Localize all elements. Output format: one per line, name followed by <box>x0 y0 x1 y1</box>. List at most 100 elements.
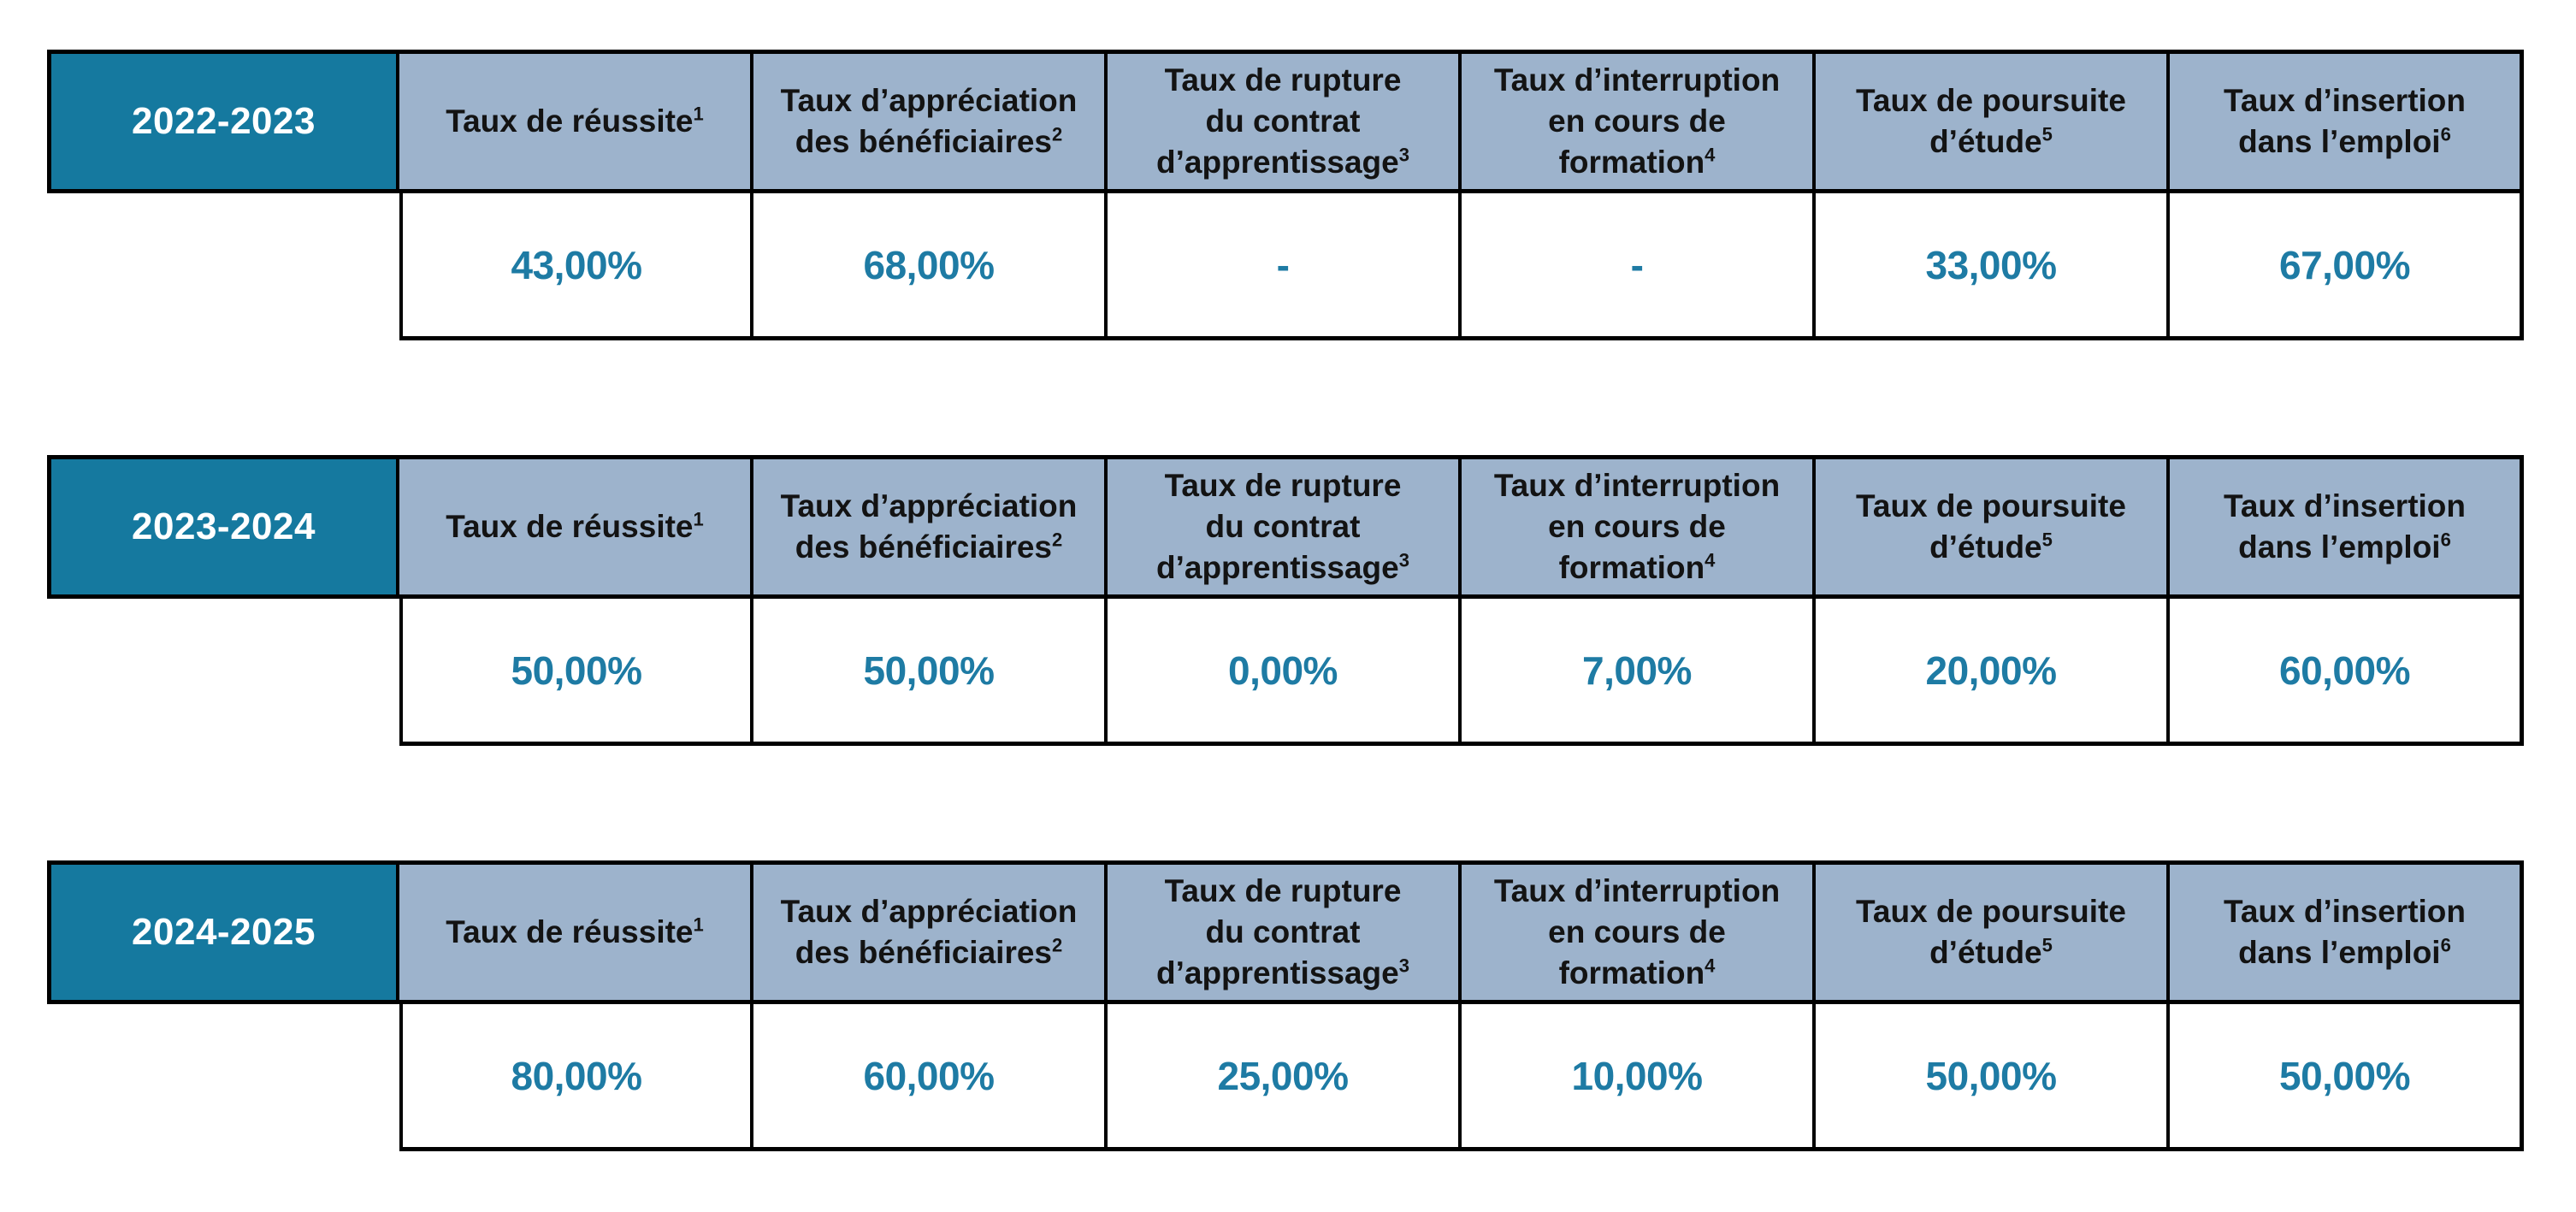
footnote-marker: 4 <box>1705 549 1716 571</box>
value-cell-taux-de-reussite: 50,00% <box>399 599 753 746</box>
header-cell-taux-dinterruption: Taux d’interruption en cours de formatio… <box>1462 860 1816 1004</box>
footnote-marker: 5 <box>2041 123 2053 145</box>
header-label: Taux d’interruption en cours de formatio… <box>1493 467 1781 586</box>
header-label: Taux de poursuite d’étude5 <box>1856 82 2126 159</box>
header-cell-taux-dappreciation: Taux d’appréciation des bénéficiaires2 <box>753 50 1108 193</box>
value-label: 25,00% <box>1217 1053 1349 1098</box>
header-cell-taux-dinsertion: Taux d’insertion dans l’emploi6 <box>2170 50 2524 193</box>
value-label: 10,00% <box>1571 1053 1703 1098</box>
header-cell-taux-dinterruption: Taux d’interruption en cours de formatio… <box>1462 50 1816 193</box>
value-cell-taux-dinterruption: 7,00% <box>1462 599 1816 746</box>
value-cell-taux-de-reussite: 80,00% <box>399 1004 753 1151</box>
footnote-marker: 1 <box>693 913 704 936</box>
year-label: 2022-2023 <box>132 100 316 142</box>
header-cell-taux-dappreciation: Taux d’appréciation des bénéficiaires2 <box>753 860 1108 1004</box>
header-cell-taux-dinsertion: Taux d’insertion dans l’emploi6 <box>2170 455 2524 599</box>
row-spacer <box>47 193 399 340</box>
row-spacer <box>47 599 399 746</box>
header-label: Taux de rupture du contrat d’apprentissa… <box>1155 467 1409 586</box>
value-cell-taux-de-reussite: 43,00% <box>399 193 753 340</box>
header-cell-taux-de-poursuite: Taux de poursuite d’étude5 <box>1816 50 2170 193</box>
value-cell-taux-dinterruption: - <box>1462 193 1816 340</box>
footnote-marker: 6 <box>2440 529 2451 551</box>
header-label: Taux de réussite1 <box>446 103 704 139</box>
value-cell-taux-de-poursuite: 33,00% <box>1816 193 2170 340</box>
header-label: Taux d’insertion dans l’emploi6 <box>2223 893 2466 970</box>
value-cell-taux-dinsertion: 50,00% <box>2170 1004 2524 1151</box>
header-cell-taux-de-rupture: Taux de rupture du contrat d’apprentissa… <box>1108 50 1462 193</box>
footnote-marker: 2 <box>1052 123 1063 145</box>
header-cell-taux-de-reussite: Taux de réussite1 <box>399 860 753 1004</box>
value-label: 50,00% <box>1925 1053 2057 1098</box>
value-label: 7,00% <box>1582 647 1692 693</box>
value-cell-taux-dappreciation: 68,00% <box>753 193 1108 340</box>
year-cell: 2024-2025 <box>47 860 399 1004</box>
footnote-marker: 1 <box>693 508 704 530</box>
value-cell-taux-dinsertion: 67,00% <box>2170 193 2524 340</box>
header-cell-taux-dinsertion: Taux d’insertion dans l’emploi6 <box>2170 860 2524 1004</box>
footnote-marker: 4 <box>1705 955 1716 977</box>
year-label: 2024-2025 <box>132 911 316 953</box>
header-label: Taux de rupture du contrat d’apprentissa… <box>1155 62 1409 180</box>
footnote-marker: 5 <box>2041 529 2053 551</box>
footnote-marker: 3 <box>1398 549 1409 571</box>
year-label: 2023-2024 <box>132 505 316 547</box>
value-label: 60,00% <box>2278 647 2411 693</box>
table-2023-2024: 2023-2024 Taux de réussite1 Taux d’appré… <box>47 455 2524 746</box>
value-cell-taux-de-rupture: 0,00% <box>1108 599 1462 746</box>
header-label: Taux de poursuite d’étude5 <box>1856 488 2126 565</box>
value-cell-taux-de-poursuite: 50,00% <box>1816 1004 2170 1151</box>
header-label: Taux d’insertion dans l’emploi6 <box>2223 488 2466 565</box>
header-cell-taux-de-rupture: Taux de rupture du contrat d’apprentissa… <box>1108 860 1462 1004</box>
header-cell-taux-dappreciation: Taux d’appréciation des bénéficiaires2 <box>753 455 1108 599</box>
value-cell-taux-de-rupture: - <box>1108 193 1462 340</box>
row-spacer <box>47 1004 399 1151</box>
header-cell-taux-de-reussite: Taux de réussite1 <box>399 50 753 193</box>
value-label: 50,00% <box>863 647 995 693</box>
value-label: - <box>1630 242 1644 287</box>
footnote-marker: 4 <box>1705 144 1716 166</box>
footnote-marker: 3 <box>1398 144 1409 166</box>
header-label: Taux d’appréciation des bénéficiaires2 <box>780 82 1078 159</box>
value-label: 60,00% <box>863 1053 995 1098</box>
value-cell-taux-de-rupture: 25,00% <box>1108 1004 1462 1151</box>
footnote-marker: 1 <box>693 103 704 125</box>
header-cell-taux-de-reussite: Taux de réussite1 <box>399 455 753 599</box>
header-cell-taux-de-poursuite: Taux de poursuite d’étude5 <box>1816 860 2170 1004</box>
footnote-marker: 6 <box>2440 123 2451 145</box>
value-cell-taux-dinterruption: 10,00% <box>1462 1004 1816 1151</box>
indicator-tables-page: 2022-2023 Taux de réussite1 Taux d’appré… <box>47 50 2524 1151</box>
year-cell: 2022-2023 <box>47 50 399 193</box>
header-cell-taux-dinterruption: Taux d’interruption en cours de formatio… <box>1462 455 1816 599</box>
header-label: Taux d’appréciation des bénéficiaires2 <box>780 893 1078 970</box>
value-cell-taux-dappreciation: 60,00% <box>753 1004 1108 1151</box>
header-cell-taux-de-rupture: Taux de rupture du contrat d’apprentissa… <box>1108 455 1462 599</box>
value-label: 67,00% <box>2278 242 2411 287</box>
footnote-marker: 2 <box>1052 934 1063 956</box>
value-label: 68,00% <box>863 242 995 287</box>
header-label: Taux de réussite1 <box>446 508 704 544</box>
table-2024-2025: 2024-2025 Taux de réussite1 Taux d’appré… <box>47 860 2524 1151</box>
footnote-marker: 2 <box>1052 529 1063 551</box>
year-cell: 2023-2024 <box>47 455 399 599</box>
header-label: Taux de poursuite d’étude5 <box>1856 893 2126 970</box>
header-cell-taux-de-poursuite: Taux de poursuite d’étude5 <box>1816 455 2170 599</box>
value-label: 50,00% <box>2278 1053 2411 1098</box>
header-label: Taux d’interruption en cours de formatio… <box>1493 62 1781 180</box>
table-2022-2023: 2022-2023 Taux de réussite1 Taux d’appré… <box>47 50 2524 340</box>
value-cell-taux-dappreciation: 50,00% <box>753 599 1108 746</box>
header-label: Taux d’interruption en cours de formatio… <box>1493 872 1781 991</box>
value-label: 50,00% <box>511 647 642 693</box>
header-label: Taux de réussite1 <box>446 913 704 949</box>
value-label: 33,00% <box>1925 242 2057 287</box>
value-label: - <box>1276 242 1290 287</box>
footnote-marker: 3 <box>1398 955 1409 977</box>
header-label: Taux de rupture du contrat d’apprentissa… <box>1155 872 1409 991</box>
footnote-marker: 6 <box>2440 934 2451 956</box>
value-label: 43,00% <box>511 242 642 287</box>
header-label: Taux d’insertion dans l’emploi6 <box>2223 82 2466 159</box>
value-label: 20,00% <box>1925 647 2057 693</box>
value-label: 0,00% <box>1228 647 1338 693</box>
value-cell-taux-de-poursuite: 20,00% <box>1816 599 2170 746</box>
header-label: Taux d’appréciation des bénéficiaires2 <box>780 488 1078 565</box>
